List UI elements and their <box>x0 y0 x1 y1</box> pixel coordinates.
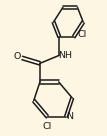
Text: Cl: Cl <box>42 122 51 131</box>
Text: NH: NH <box>58 51 72 60</box>
Text: Cl: Cl <box>77 30 86 38</box>
Text: N: N <box>66 112 73 121</box>
Text: O: O <box>14 52 21 61</box>
